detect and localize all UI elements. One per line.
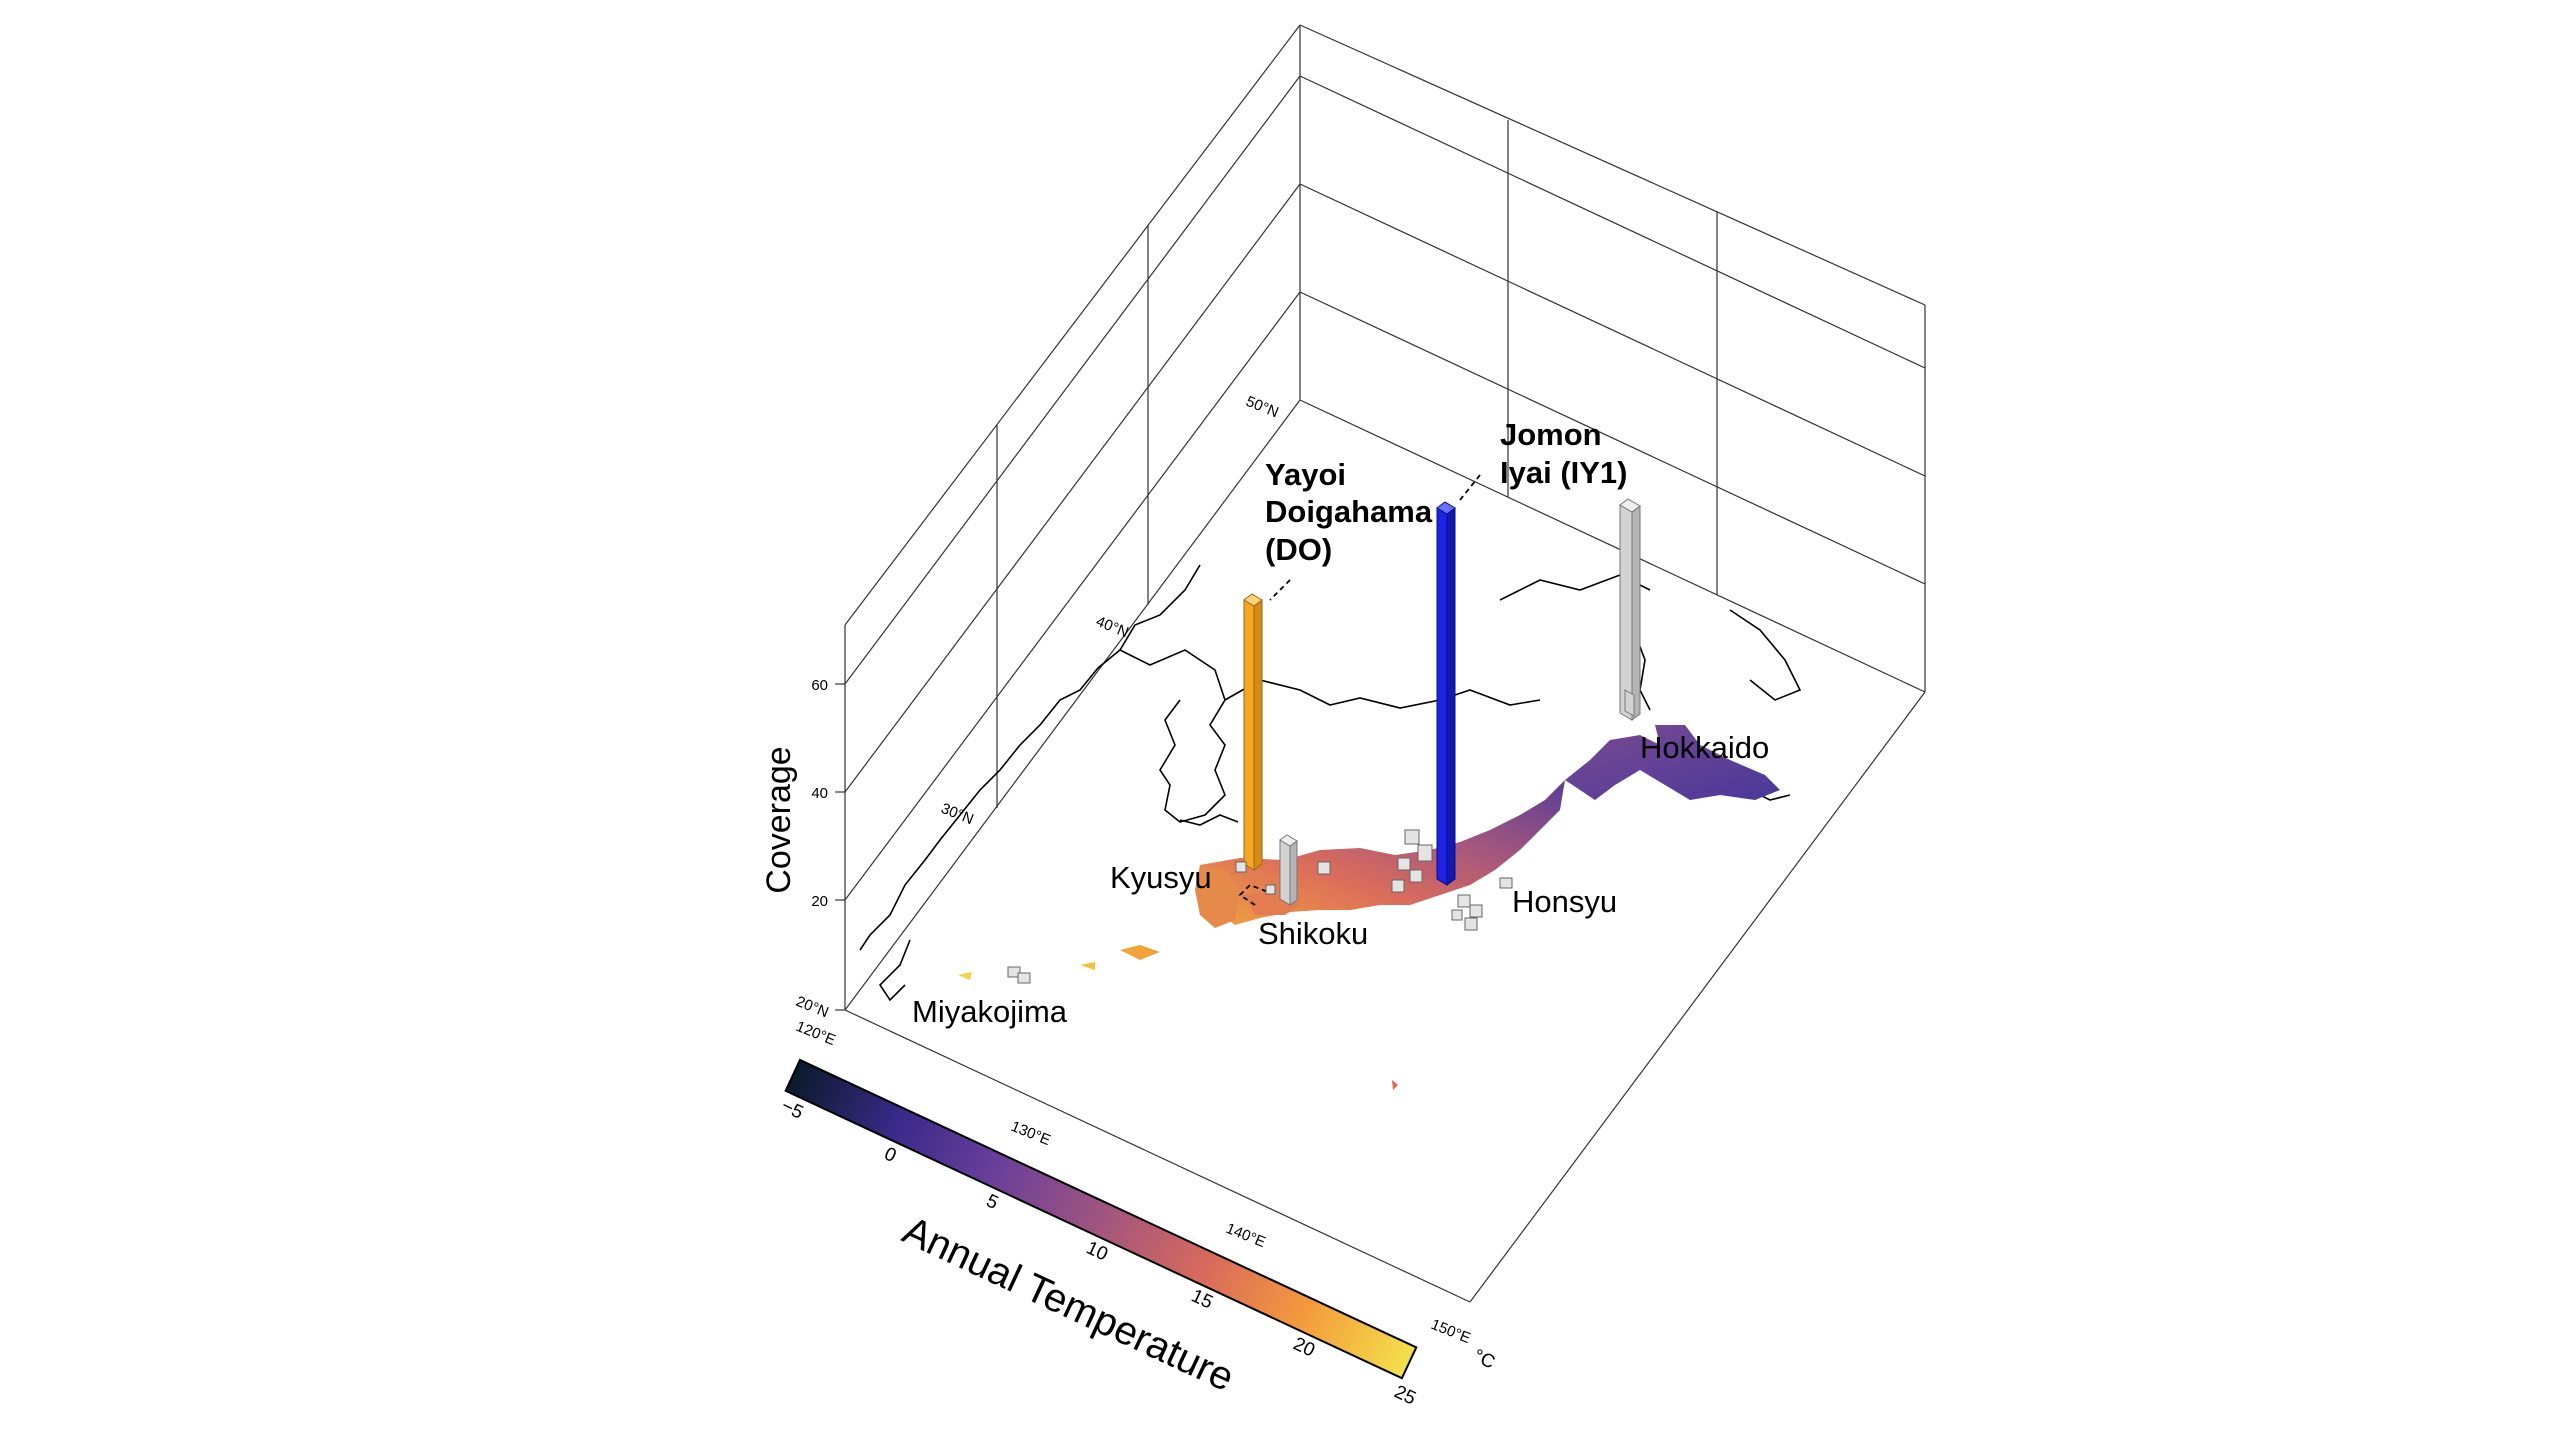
label-jomon-line2: Iyai (IY1): [1500, 455, 1628, 490]
label-yayoi-line3: (DO): [1265, 532, 1332, 567]
axis-ticks: [835, 683, 845, 1011]
label-miyakojima: Miyakojima: [912, 994, 1068, 1029]
china-north-coast: [1224, 679, 1541, 709]
coverage-tick: 60: [811, 677, 828, 694]
lon-tick: 150°E: [1429, 1316, 1473, 1347]
shikoku-dash: [1238, 883, 1269, 906]
kamchatka-coast: [1729, 609, 1802, 701]
grid-line: [1299, 183, 1926, 477]
wall-top-north: [1299, 24, 1926, 306]
jomon-leader: [1459, 474, 1481, 501]
floor-edge-south: [844, 1009, 1471, 1303]
bar-yayoi-doigahama[interactable]: [1243, 593, 1263, 871]
bar-gray-shikoku[interactable]: [1279, 834, 1298, 906]
lat-tick: 40°N: [1094, 613, 1131, 641]
coastlines: [859, 564, 1802, 1002]
korea-coast: [1119, 649, 1226, 823]
floor-edge-north: [1299, 399, 1926, 693]
floor-edge-east: [1469, 691, 1926, 1303]
lat-tick: 20°N: [794, 993, 831, 1021]
hokkaido-land: [1565, 725, 1780, 800]
korea-south: [1179, 814, 1239, 826]
label-shikoku: Shikoku: [1258, 916, 1368, 951]
coverage-axis-title: Coverage: [760, 746, 798, 893]
cb-tick: 0: [881, 1143, 899, 1167]
label-kyusyu: Kyusyu: [1110, 860, 1212, 895]
cb-tick: 25: [1391, 1381, 1419, 1409]
japan-land: [958, 725, 1780, 1090]
yayoi-leader: [1269, 579, 1291, 601]
cb-unit: °C: [1470, 1345, 1498, 1373]
grid-line: [844, 183, 1301, 793]
ryukyu-land: [1120, 945, 1160, 960]
floor-edge-west: [844, 399, 1301, 1011]
island-land: [1392, 1080, 1398, 1090]
colorbar: [784, 1058, 1418, 1380]
lat-tick: 50°N: [1244, 393, 1281, 421]
taiwan-coast: [878, 939, 911, 1002]
lon-tick: 120°E: [794, 1018, 838, 1049]
label-jomon-line1: Jomon: [1500, 417, 1602, 452]
colorbar-ramp: [784, 1058, 1418, 1380]
grid-line: [1299, 291, 1926, 585]
miyakojima-land: [958, 972, 972, 980]
grid-line: [844, 75, 1301, 685]
kyusyu-land: [1195, 865, 1240, 928]
wall-top-west: [844, 24, 1301, 626]
lon-tick: 130°E: [1009, 1118, 1053, 1149]
bar-gray-hokkaido[interactable]: [1619, 498, 1641, 721]
label-hokkaido: Hokkaido: [1640, 730, 1769, 765]
dashed-leaders: [1238, 474, 1481, 906]
cb-tick: 5: [983, 1190, 1001, 1214]
coverage-tick: 20: [811, 893, 828, 910]
bar-jomon-iyai[interactable]: [1436, 501, 1456, 886]
lat-tick: 30°N: [939, 800, 976, 828]
mainland-coast: [859, 564, 1201, 951]
grid-line: [1299, 75, 1926, 369]
coverage-tick: 40: [811, 785, 828, 802]
cb-tick: 10: [1083, 1237, 1111, 1265]
lon-tick: 140°E: [1224, 1220, 1268, 1251]
label-yayoi-line2: Doigahama: [1265, 494, 1433, 529]
small-gray-blocks: [1007, 829, 1513, 984]
cb-tick: −5: [778, 1095, 807, 1123]
coverage-bars: [1007, 498, 1641, 984]
grid-line: [844, 291, 1301, 901]
frame-grid: [844, 24, 1926, 1303]
ryukyu-land: [1080, 962, 1095, 970]
label-yayoi-line1: Yayoi: [1265, 457, 1346, 492]
label-honsyu: Honsyu: [1512, 884, 1617, 919]
